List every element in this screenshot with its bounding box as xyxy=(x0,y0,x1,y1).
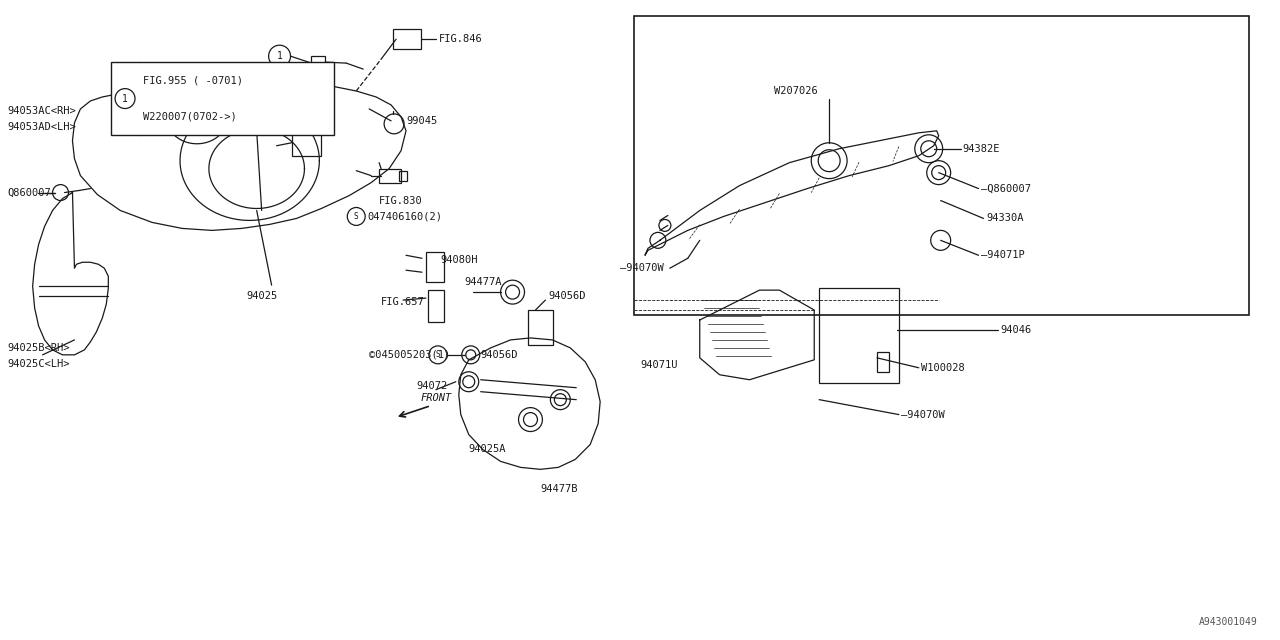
Text: 94056D: 94056D xyxy=(481,350,518,360)
Text: —Q860007: —Q860007 xyxy=(980,184,1030,193)
Bar xyxy=(428,290,444,322)
Text: 94046: 94046 xyxy=(1001,325,1032,335)
Text: FRONT: FRONT xyxy=(421,393,452,403)
Bar xyxy=(819,288,899,383)
Text: 94053AD<LH>: 94053AD<LH> xyxy=(8,122,77,132)
Text: 94080H: 94080H xyxy=(440,255,479,265)
Text: ©045005203(1): ©045005203(1) xyxy=(369,350,451,360)
Text: 94477A: 94477A xyxy=(465,277,502,287)
Text: Q860007: Q860007 xyxy=(8,188,51,198)
Bar xyxy=(111,62,334,135)
Text: W220007(0702->): W220007(0702->) xyxy=(143,112,237,122)
Text: 94053AC<RH>: 94053AC<RH> xyxy=(8,106,77,116)
Text: 94382E: 94382E xyxy=(963,144,1000,154)
Text: 94025C<LH>: 94025C<LH> xyxy=(8,359,70,369)
Text: —94070W: —94070W xyxy=(901,410,945,420)
Text: FIG.830: FIG.830 xyxy=(379,196,422,205)
Text: 047406160(2): 047406160(2) xyxy=(367,211,442,221)
Text: 94025: 94025 xyxy=(247,291,278,301)
Text: A943001049: A943001049 xyxy=(1198,617,1257,627)
Text: 94056D: 94056D xyxy=(548,291,586,301)
Text: W100028: W100028 xyxy=(920,363,965,372)
Text: 1: 1 xyxy=(122,93,128,104)
Text: FIG.955 ( -0701): FIG.955 ( -0701) xyxy=(143,76,243,85)
Bar xyxy=(311,56,325,68)
Bar xyxy=(529,310,553,345)
Bar xyxy=(877,352,888,372)
Bar xyxy=(292,131,321,156)
Text: 94072: 94072 xyxy=(416,381,447,390)
Bar xyxy=(379,169,401,182)
Text: 94477B: 94477B xyxy=(540,484,579,494)
Text: 94025A: 94025A xyxy=(468,444,507,454)
Text: S: S xyxy=(435,350,440,359)
Bar xyxy=(426,252,444,282)
Text: —94071P: —94071P xyxy=(980,250,1024,260)
Text: 94025B<RH>: 94025B<RH> xyxy=(8,343,70,353)
Bar xyxy=(393,29,421,49)
Text: 94330A: 94330A xyxy=(987,214,1024,223)
Text: —94070W: —94070W xyxy=(620,263,664,273)
Text: 1: 1 xyxy=(276,51,283,61)
Text: W207026: W207026 xyxy=(774,86,818,96)
Text: 94071U: 94071U xyxy=(640,360,677,370)
Text: FIG.846: FIG.846 xyxy=(439,34,483,44)
Text: FIG.657: FIG.657 xyxy=(381,297,425,307)
Text: 99045: 99045 xyxy=(406,116,438,126)
Bar xyxy=(399,171,407,180)
Bar xyxy=(634,17,1249,315)
Text: S: S xyxy=(355,212,358,221)
